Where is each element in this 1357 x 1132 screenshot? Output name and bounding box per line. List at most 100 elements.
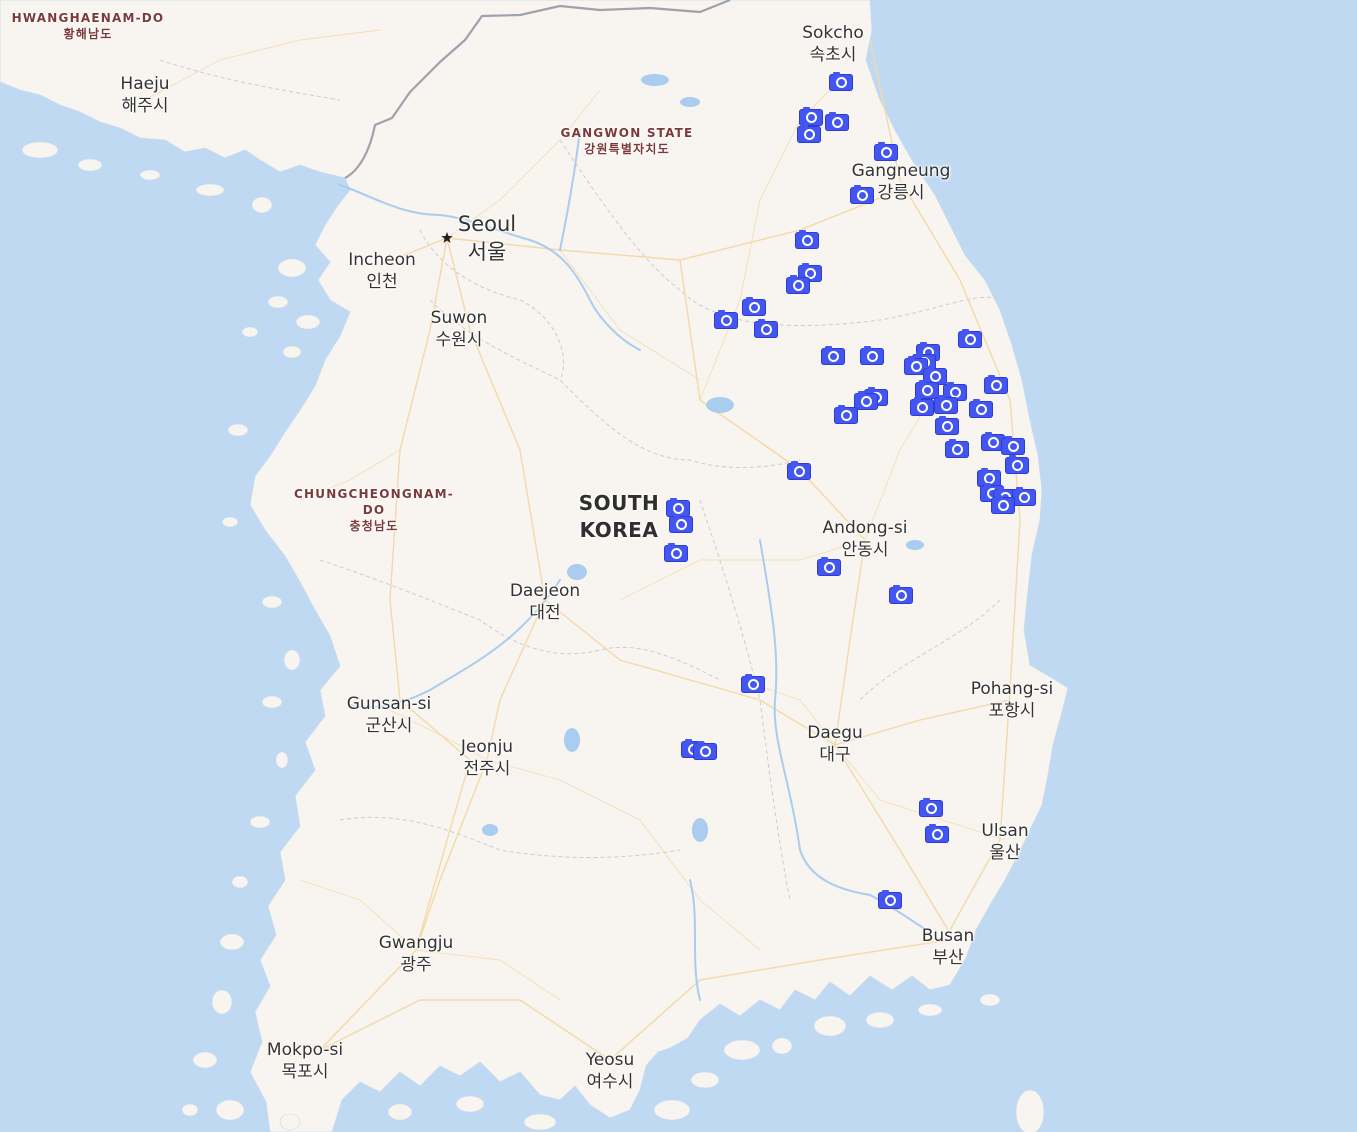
camera-marker[interactable]	[817, 557, 841, 576]
camera-marker[interactable]	[945, 439, 969, 458]
admin-boundary	[559, 139, 1001, 327]
region-name-ko: 충청남도	[349, 519, 399, 533]
city-label-suwon: Suwon 수원시	[431, 307, 488, 351]
island	[221, 516, 239, 528]
city-name-ko: 광주	[400, 955, 432, 975]
camera-marker[interactable]	[787, 461, 811, 480]
city-label-andong: Andong-si 안동시	[823, 517, 908, 561]
camera-marker[interactable]	[797, 124, 821, 143]
camera-marker[interactable]	[829, 72, 853, 91]
camera-marker[interactable]	[874, 142, 898, 161]
city-label-gwangju: Gwangju 광주	[379, 932, 454, 976]
road	[619, 539, 866, 601]
camera-marker[interactable]	[919, 798, 943, 817]
city-name-en: Busan	[921, 926, 975, 946]
camera-marker[interactable]	[910, 397, 934, 416]
camera-icon	[910, 361, 922, 372]
camera-marker[interactable]	[825, 112, 849, 131]
island	[523, 1113, 557, 1131]
country-name-line2: KOREA	[579, 518, 659, 542]
city-label-jeonju: Jeonju 전주시	[461, 736, 513, 780]
city-name-ko: 대구	[819, 745, 851, 765]
camera-marker[interactable]	[693, 741, 717, 760]
camera-icon	[699, 746, 711, 757]
camera-icon	[860, 396, 872, 407]
han-river	[339, 184, 641, 351]
camera-marker[interactable]	[878, 890, 902, 909]
camera-marker[interactable]	[984, 375, 1008, 394]
island	[231, 875, 249, 889]
island	[77, 158, 103, 172]
camera-icon	[1007, 441, 1019, 452]
camera-marker[interactable]	[981, 432, 1005, 451]
camera-icon	[835, 77, 847, 88]
city-name-en: Sokcho	[802, 23, 864, 43]
camera-marker[interactable]	[754, 319, 778, 338]
island	[241, 326, 259, 338]
admin-boundary	[319, 559, 721, 681]
camera-marker[interactable]	[742, 297, 766, 316]
camera-marker[interactable]	[915, 380, 939, 399]
city-label-sokcho: Sokcho 속초시	[802, 22, 864, 66]
city-name-en: Ulsan	[981, 821, 1029, 841]
camera-icon	[792, 280, 804, 291]
camera-marker[interactable]	[991, 495, 1015, 514]
camera-icon	[916, 402, 928, 413]
camera-marker[interactable]	[958, 329, 982, 348]
lake	[692, 818, 708, 842]
city-name-ko: 강릉시	[877, 183, 925, 203]
camera-marker[interactable]	[1012, 487, 1036, 506]
camera-marker[interactable]	[934, 395, 958, 414]
region-name-en: HWANGHAENAM-DO	[11, 11, 165, 25]
camera-marker[interactable]	[799, 107, 823, 126]
camera-icon	[1011, 460, 1023, 471]
camera-marker[interactable]	[889, 585, 913, 604]
island	[21, 141, 59, 159]
road	[752, 683, 836, 746]
island	[139, 169, 161, 181]
camera-marker[interactable]	[669, 514, 693, 533]
camera-icon	[997, 500, 1009, 511]
city-name-en: Daegu	[807, 723, 863, 743]
city-name-ko: 속초시	[809, 45, 857, 65]
camera-marker[interactable]	[935, 416, 959, 435]
camera-marker[interactable]	[1001, 436, 1025, 455]
camera-marker[interactable]	[969, 399, 993, 418]
city-name-ko: 서울	[467, 240, 507, 264]
camera-marker[interactable]	[854, 391, 878, 410]
road	[486, 759, 761, 951]
camera-marker[interactable]	[664, 543, 688, 562]
city-name-ko: 울산	[989, 843, 1021, 863]
city-name-ko: 여수시	[586, 1072, 634, 1092]
city-name-ko: 인천	[366, 272, 398, 292]
camera-marker[interactable]	[821, 346, 845, 365]
camera-marker[interactable]	[741, 674, 765, 693]
city-name-ko: 해주시	[121, 96, 169, 116]
island	[192, 1051, 218, 1069]
camera-marker[interactable]	[860, 346, 884, 365]
camera-marker[interactable]	[714, 310, 738, 329]
camera-marker[interactable]	[795, 230, 819, 249]
city-name-en: Jeonju	[460, 737, 514, 757]
camera-marker[interactable]	[666, 498, 690, 517]
camera-icon	[931, 829, 943, 840]
camera-marker[interactable]	[834, 405, 858, 424]
city-label-busan: Busan 부산	[922, 925, 975, 969]
camera-icon	[941, 421, 953, 432]
city-name-en: Seoul	[457, 212, 517, 236]
camera-marker[interactable]	[904, 356, 928, 375]
camera-icon	[1018, 492, 1030, 503]
island	[455, 1095, 485, 1113]
camera-icon	[793, 466, 805, 477]
camera-marker[interactable]	[1005, 455, 1029, 474]
region-label-chungcheongnam: CHUNGCHEONGNAM- DO 충청남도	[294, 486, 454, 534]
road	[699, 79, 841, 401]
camera-marker[interactable]	[923, 366, 947, 385]
lake	[706, 397, 734, 413]
camera-marker[interactable]	[786, 275, 810, 294]
road	[319, 939, 949, 1061]
camera-marker[interactable]	[850, 185, 874, 204]
camera-marker[interactable]	[925, 824, 949, 843]
